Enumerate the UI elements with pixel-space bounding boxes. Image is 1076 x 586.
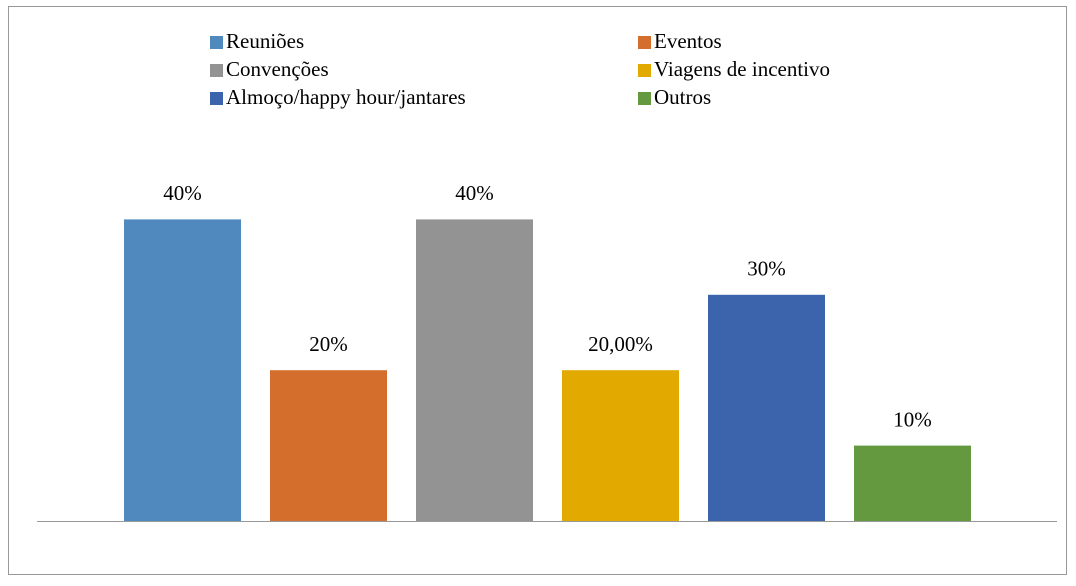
bar	[854, 445, 971, 521]
data-label: 20%	[309, 332, 348, 356]
legend-label: Reuniões	[226, 29, 304, 53]
bar	[708, 294, 825, 521]
legend-label: Outros	[654, 85, 711, 109]
bar	[270, 370, 387, 521]
legend-swatch	[210, 36, 223, 49]
bar	[124, 219, 241, 521]
data-label: 40%	[455, 181, 494, 205]
bar	[562, 370, 679, 521]
legend-swatch	[638, 64, 651, 77]
legend-swatch	[638, 36, 651, 49]
legend-swatch	[638, 92, 651, 105]
bar	[416, 219, 533, 521]
data-label: 30%	[747, 257, 786, 281]
legend-label: Almoço/happy hour/jantares	[226, 85, 466, 109]
legend-swatch	[210, 92, 223, 105]
legend-label: Viagens de incentivo	[654, 57, 830, 81]
data-label: 20,00%	[588, 332, 653, 356]
legend-label: Convenções	[226, 57, 329, 81]
legend-swatch	[210, 64, 223, 77]
data-label: 40%	[163, 181, 202, 205]
legend-label: Eventos	[654, 29, 722, 53]
data-label: 10%	[893, 407, 932, 431]
